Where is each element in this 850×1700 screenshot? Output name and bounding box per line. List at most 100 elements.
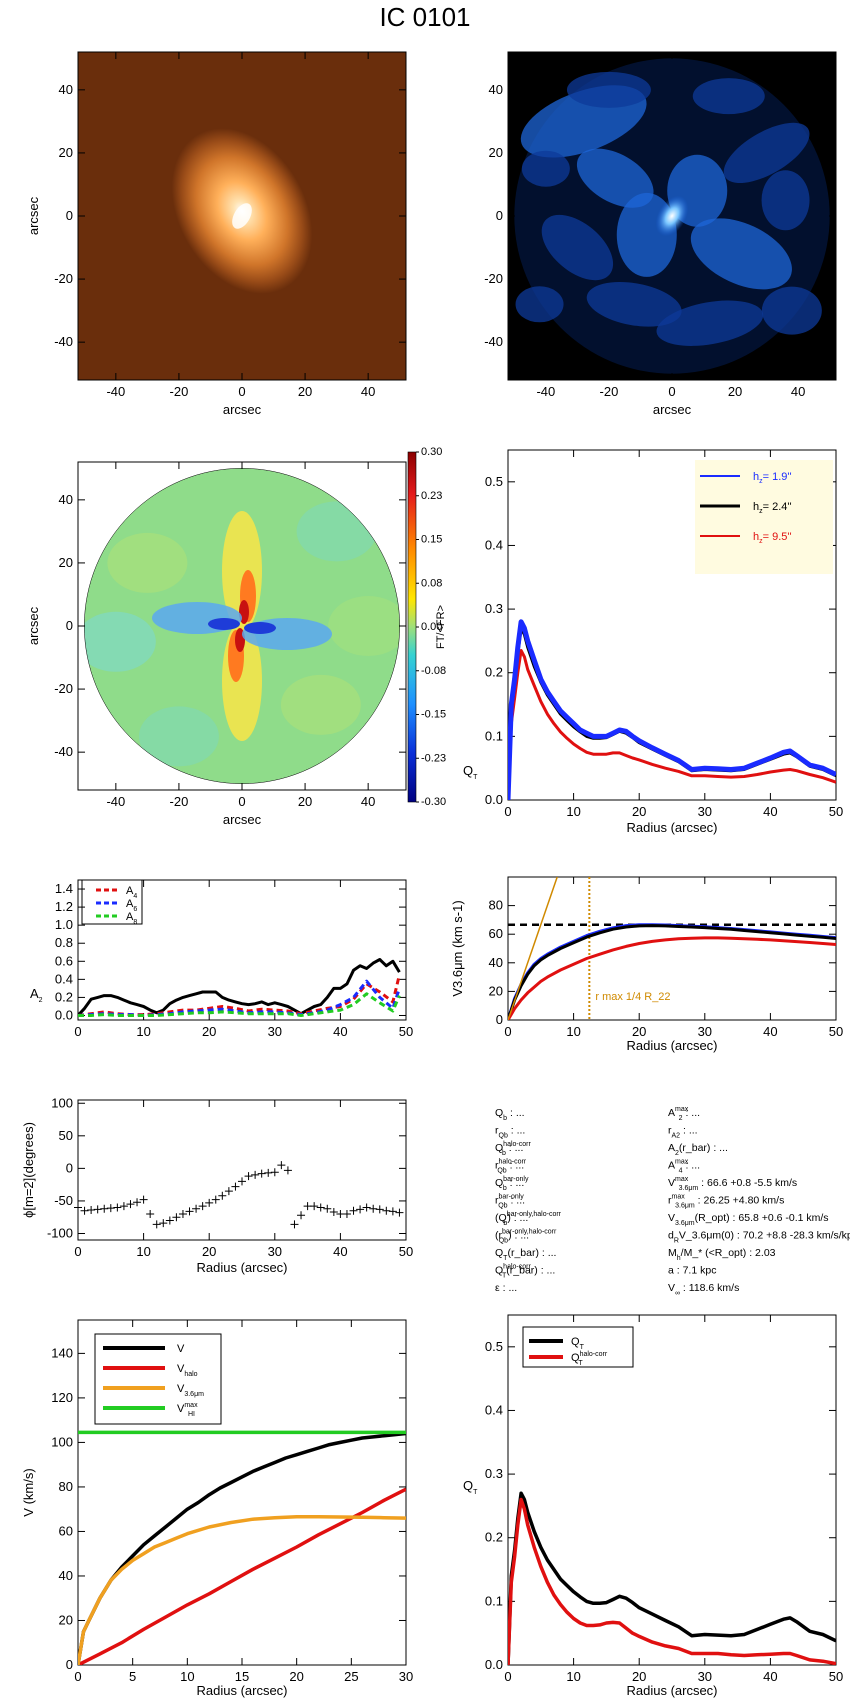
colorbar (407, 451, 417, 803)
y-tick-label: 20 (489, 983, 503, 998)
emission-blob (690, 218, 792, 290)
x-tick-label: 0 (238, 794, 245, 809)
plot-frame (77, 1099, 407, 1241)
colorbar-label: FT/<FR> (435, 605, 447, 649)
a2-profile-panel: 0 10 20 30 40 500.00.20.40.60.81.01.21.4A2A4A… (30, 879, 413, 1039)
y-axis-label: arcsec (26, 606, 41, 645)
x-tick-label: 20 (632, 1024, 646, 1039)
y-tick-label: 0.2 (55, 989, 73, 1004)
x-tick-label: 30 (399, 1669, 413, 1684)
plot-frame (507, 1314, 837, 1666)
y-axis-label: V3.6μm (km s-1) (450, 900, 465, 996)
stat-right-row: V3.6μm(R_opt) : 65.8 +0.6 -0.1 km/s (668, 1212, 829, 1227)
x-tick-label: 10 (566, 1669, 580, 1684)
phase-point (133, 1198, 142, 1207)
qt-series-line (508, 626, 836, 800)
image-panel: -40 -20 0 20 40 -40 -20 0 20 40 arcsec arcsec (26, 51, 407, 417)
emission-blob (723, 122, 810, 184)
x-tick-label: 15 (235, 1669, 249, 1684)
phase-point (185, 1207, 194, 1216)
phase-point (198, 1202, 207, 1211)
stat-right-row: rmax 3.6μm : 26.25 +4.80 km/s (668, 1194, 784, 1210)
emission-blob (761, 170, 810, 231)
colorbar-tick-label: -0.08 (421, 665, 446, 677)
plot-frame (507, 449, 837, 801)
x-tick-label: 40 (763, 804, 777, 819)
stat-right-row: Mh/M_* (<R_opt) : 2.03 (668, 1247, 776, 1262)
x-tick-label: 40 (361, 384, 375, 399)
x-tick-label: 10 (136, 1024, 150, 1039)
force-map-texture (280, 674, 361, 735)
legend-box (81, 879, 143, 925)
plot-frame (507, 876, 837, 1021)
y-axis-label: QT (463, 763, 478, 781)
x-tick-label: 30 (268, 1024, 282, 1039)
emission-blob (566, 71, 651, 108)
a2-series-line (78, 958, 401, 1017)
phase-point (290, 1220, 299, 1229)
phase-point (362, 1203, 371, 1212)
stat-left-row: rhalo-corr Qb : ... (495, 1159, 527, 1175)
qt-halo-panel: 0 10 20 30 40 50 0.0 0.1 0.2 0.3 0.4 0.5 Radius (arc… (463, 1314, 843, 1698)
phase-point (244, 1172, 253, 1181)
y-tick-label: 0.5 (485, 1339, 503, 1354)
phase-point (211, 1195, 220, 1204)
stats-panel: Qb : ... rQb : ...Qhalo-corr b : ... rhalo-… (495, 1106, 850, 1297)
stat-left-row: rQb : ... (495, 1125, 525, 1140)
colorbar-tick-label: -0.30 (421, 796, 446, 808)
x-tick-label: 5 (129, 1669, 136, 1684)
y-tick-label: 80 (59, 1479, 73, 1494)
phase-point (80, 1206, 89, 1215)
phase-point (126, 1200, 135, 1209)
x-axis-label: Radius (arcsec) (626, 820, 717, 835)
phase-point (93, 1205, 102, 1214)
x-tick-label: 0 (238, 384, 245, 399)
x-tick-label: 20 (632, 1669, 646, 1684)
qt-halo-series-line (508, 1491, 836, 1665)
phase-point (310, 1202, 319, 1211)
stat-right-row: V∞ : 118.6 km/s (668, 1282, 739, 1297)
y-tick-label: 0.1 (485, 728, 503, 743)
phase-point (238, 1177, 246, 1186)
legend-label: A6 (126, 898, 137, 913)
stat-left-row: Qhalo-corr b : ... (495, 1141, 531, 1157)
x-axis-label: arcsec (223, 812, 262, 827)
colorbar-tick-label: 0.00 (421, 621, 442, 633)
x-tick-label: 30 (268, 1244, 282, 1259)
x-tick-label: 20 (298, 384, 312, 399)
y-tick-label: 40 (59, 1568, 73, 1583)
y-tick-label: -20 (54, 681, 73, 696)
legend-label: A8 (126, 911, 137, 926)
y-tick-label: -100 (47, 1225, 73, 1240)
y-tick-label: 0.4 (55, 971, 73, 986)
phase-point (87, 1206, 96, 1215)
x-tick-label: 50 (399, 1024, 413, 1039)
unsharp-panel: -40 -20 0 20 40 -40 -20 0 20 40 arcsec (484, 51, 837, 417)
phase-point (172, 1213, 181, 1222)
phase-point (113, 1203, 122, 1212)
phase-point (257, 1169, 266, 1178)
phase-point (205, 1198, 214, 1207)
phase-point (264, 1168, 273, 1177)
x-tick-label: 0 (74, 1669, 81, 1684)
x-tick-label: 20 (202, 1024, 216, 1039)
phase-point (106, 1204, 115, 1213)
phase-point (139, 1195, 148, 1204)
force-map-texture (296, 501, 377, 562)
a2-series-line (78, 974, 401, 1017)
x-tick-label: 20 (202, 1244, 216, 1259)
y-tick-label: 0.8 (55, 935, 73, 950)
colorbar-tick-label: 0.30 (421, 446, 442, 458)
rotation-series-line (78, 1431, 406, 1665)
phase-point (329, 1208, 338, 1216)
galaxy-core (232, 203, 252, 229)
qt-profile-panel: 0 10 20 30 40 50 0.0 0.1 0.2 0.3 0.4 0.5 Radius (arc… (463, 449, 843, 835)
x-tick-label: -20 (170, 794, 189, 809)
phase-point (375, 1205, 384, 1214)
a2-series-line (78, 979, 401, 1017)
stat-left-row: Qhalo-corr T(r_bar) : ... (495, 1264, 555, 1280)
v36-profile-panel: 0 10 20 30 40 50 0 20 40 60 80 Radius (arcsec) V3.6μ… (450, 876, 843, 1053)
stat-left-row: ε : ... (495, 1282, 517, 1294)
y-tick-label: 50 (59, 1128, 73, 1143)
phase-point (251, 1170, 260, 1179)
